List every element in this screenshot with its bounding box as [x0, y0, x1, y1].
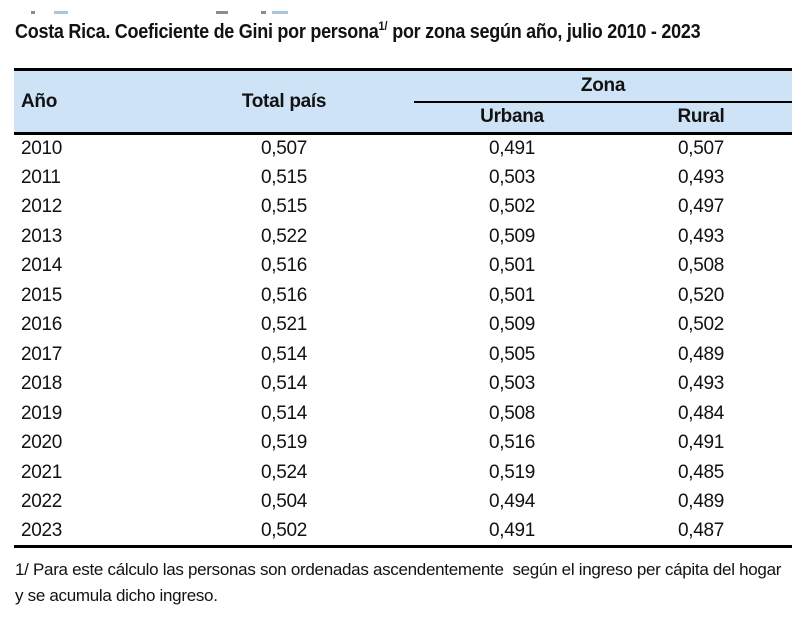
clipped-text-fragment: [54, 11, 68, 14]
urbana-cell: 0,502: [488, 196, 536, 218]
year-cell: 2017: [21, 343, 63, 365]
clipped-text-fragment: [261, 11, 266, 14]
column-header-total: Total país: [154, 69, 414, 135]
title-prefix: Costa Rica. Coeficiente de Gini por pers…: [15, 21, 379, 43]
total-pais-cell: 0,514: [260, 402, 308, 424]
urbana-cell: 0,519: [488, 461, 536, 483]
table-row: 2022 0,504 0,494 0,489: [14, 488, 792, 518]
total-pais-cell: 0,507: [260, 138, 308, 159]
total-pais-cell: 0,521: [260, 314, 308, 336]
clipped-text-fragment: [216, 11, 228, 14]
table-row: 2013 0,522 0,509 0,493: [14, 222, 792, 252]
total-pais-cell: 0,515: [260, 166, 308, 188]
rural-cell: 0,484: [677, 402, 725, 424]
rural-cell: 0,493: [677, 225, 725, 247]
rural-cell: 0,502: [677, 314, 725, 336]
rural-cell: 0,520: [677, 284, 725, 306]
urbana-cell: 0,501: [488, 284, 536, 306]
year-cell: 2014: [21, 255, 63, 277]
urbana-cell: 0,516: [488, 432, 536, 454]
total-pais-cell: 0,516: [260, 284, 308, 306]
total-pais-cell: 0,514: [260, 373, 308, 395]
table-row: 2016 0,521 0,509 0,502: [14, 311, 792, 341]
table-row: 2014 0,516 0,501 0,508: [14, 252, 792, 282]
title-suffix: por zona según año, julio 2010 - 2023: [387, 21, 701, 43]
rural-cell: 0,485: [677, 461, 725, 483]
urbana-cell: 0,503: [488, 166, 536, 188]
year-cell: 2013: [21, 225, 63, 247]
year-cell: 2010: [21, 138, 63, 159]
year-cell: 2016: [21, 314, 63, 336]
table-row: 2012 0,515 0,502 0,497: [14, 193, 792, 223]
page-title: Costa Rica. Coeficiente de Gini por pers…: [15, 11, 717, 47]
column-header-urbana: Urbana: [414, 101, 610, 135]
year-cell: 2023: [21, 520, 63, 541]
year-cell: 2012: [21, 196, 63, 218]
column-header-year: Año: [14, 69, 154, 135]
total-pais-cell: 0,519: [260, 432, 308, 454]
rural-cell: 0,508: [677, 255, 725, 277]
urbana-cell: 0,501: [488, 255, 536, 277]
total-pais-cell: 0,502: [260, 520, 308, 541]
total-pais-cell: 0,522: [260, 225, 308, 247]
year-cell: 2019: [21, 402, 63, 424]
clipped-text-fragment: [272, 11, 288, 14]
footnote: 1/ Para este cálculo las personas son or…: [15, 560, 786, 605]
header-row-1: Año Total país Zona: [14, 69, 792, 135]
rural-cell: 0,507: [677, 138, 725, 159]
table-row: 2018 0,514 0,503 0,493: [14, 370, 792, 400]
year-cell: 2015: [21, 284, 63, 306]
urbana-cell: 0,491: [488, 138, 536, 159]
rural-cell: 0,489: [677, 343, 725, 365]
rural-cell: 0,487: [677, 520, 725, 541]
year-cell: 2020: [21, 432, 63, 454]
clipped-text-fragment: [31, 11, 35, 14]
total-pais-cell: 0,515: [260, 196, 308, 218]
table-row: 2020 0,519 0,516 0,491: [14, 429, 792, 459]
table-row: 2021 0,524 0,519 0,485: [14, 458, 792, 488]
rural-cell: 0,493: [677, 373, 725, 395]
rural-cell: 0,489: [677, 491, 725, 513]
gini-table: Año Total país Zona Urbana Rural 2010 0,5…: [14, 68, 792, 548]
table-row: 2023 0,502 0,491 0,487: [14, 517, 792, 547]
total-pais-cell: 0,504: [260, 491, 308, 513]
urbana-cell: 0,509: [488, 314, 536, 336]
urbana-cell: 0,508: [488, 402, 536, 424]
rural-cell: 0,491: [677, 432, 725, 454]
rural-cell: 0,497: [677, 196, 725, 218]
urbana-cell: 0,491: [488, 520, 536, 541]
total-pais-cell: 0,524: [260, 461, 308, 483]
title-footnote-marker: 1/: [378, 19, 388, 33]
year-cell: 2011: [21, 166, 61, 188]
urbana-cell: 0,503: [488, 373, 536, 395]
urbana-cell: 0,494: [488, 491, 536, 513]
table-header: Año Total país Zona Urbana Rural: [14, 69, 792, 135]
table-row: 2011 0,515 0,503 0,493: [14, 163, 792, 193]
urbana-cell: 0,509: [488, 225, 536, 247]
year-cell: 2018: [21, 373, 63, 395]
table-body: 2010 0,507 0,491 0,507 2011 0,515 0,503 0,493 20…: [14, 134, 792, 547]
header-row-2: Urbana Rural: [14, 101, 792, 135]
table-row: 2015 0,516 0,501 0,520: [14, 281, 792, 311]
year-cell: 2022: [21, 491, 63, 513]
table-row: 2010 0,507 0,491 0,507: [14, 134, 792, 164]
total-pais-cell: 0,516: [260, 255, 308, 277]
rural-cell: 0,493: [677, 166, 725, 188]
table-row: 2017 0,514 0,505 0,489: [14, 340, 792, 370]
column-group-header-zona: Zona: [414, 69, 792, 103]
column-header-rural: Rural: [610, 101, 792, 135]
year-cell: 2021: [21, 461, 63, 483]
table-row: 2019 0,514 0,508 0,484: [14, 399, 792, 429]
urbana-cell: 0,505: [488, 343, 536, 365]
total-pais-cell: 0,514: [260, 343, 308, 365]
